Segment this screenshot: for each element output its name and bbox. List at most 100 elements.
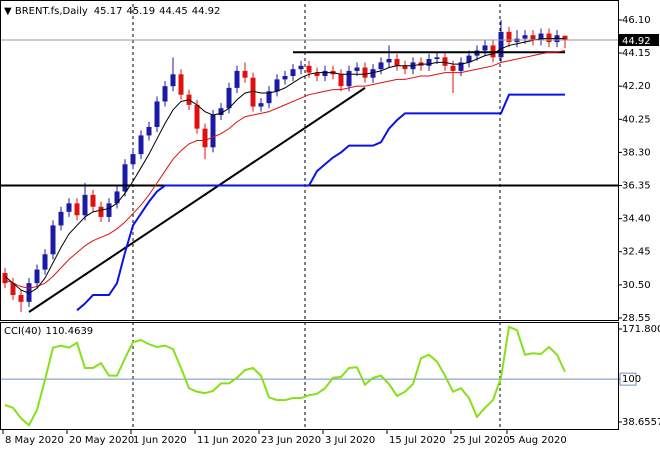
period-separators [132, 4, 501, 430]
main-frame [0, 0, 619, 321]
cci-line [4, 325, 566, 427]
candle-body [562, 35, 568, 40]
level-label-box [619, 372, 637, 386]
candle-body [346, 70, 352, 87]
x-tick-label: 25 Jul 2020 [453, 435, 510, 446]
chart-title: BRENT.fs,Daily [15, 6, 88, 17]
candle-body [146, 126, 152, 136]
candle-body [218, 108, 224, 116]
candle-body [130, 154, 136, 165]
candle-body [242, 70, 248, 78]
candle-body [74, 203, 80, 216]
x-tick-label: 5 Aug 2020 [509, 435, 567, 446]
current-price-label: 44.92 [622, 36, 651, 47]
indicator-line [4, 50, 566, 289]
candle-body [90, 194, 96, 207]
candle-body [114, 191, 120, 204]
candle-body [506, 31, 512, 43]
y-tick-label: 28.55 [622, 313, 651, 324]
candle-body [498, 31, 504, 58]
candle-body [226, 87, 232, 109]
candle-body [458, 62, 464, 71]
trend-line [28, 87, 366, 313]
candle-body [26, 283, 32, 302]
cci-header: CCI(40) 110.4639 [4, 326, 93, 337]
y-tick-label: 171.8007 [622, 324, 660, 335]
candle-body [386, 59, 392, 63]
y-tick-label: 46.10 [622, 15, 651, 26]
y-tick-label: 40.25 [622, 114, 651, 125]
y-tick-label: 30.50 [622, 280, 651, 291]
cci-title: CCI(40) [4, 326, 42, 337]
candle-body [434, 57, 440, 60]
candle-body [370, 69, 376, 78]
candle-body [282, 75, 288, 80]
candle-body [10, 283, 16, 296]
candle-body [546, 33, 552, 43]
candle-body [426, 59, 432, 66]
cci-frame [0, 322, 619, 430]
candle-body [58, 211, 64, 226]
x-tick-label: 8 May 2020 [5, 435, 64, 446]
candle-body [450, 65, 456, 71]
candle-body [538, 33, 544, 41]
candle-body [106, 203, 112, 217]
candle-body [50, 225, 56, 255]
y-tick-label: 38.30 [622, 147, 651, 158]
candle-body [250, 77, 256, 107]
candle-body [202, 128, 208, 148]
x-tick-label: 15 Jul 2020 [389, 435, 446, 446]
candle-body [314, 72, 320, 76]
candle-body [18, 295, 24, 302]
indicator-line [4, 38, 565, 294]
candle-body [306, 65, 312, 73]
y-tick-label: 34.40 [622, 214, 651, 225]
x-tick-label: 23 Jun 2020 [261, 435, 321, 446]
candle-body [98, 206, 104, 217]
candle-body [354, 67, 360, 71]
candle-body [466, 55, 472, 63]
candle-body [530, 35, 536, 41]
candle-body [194, 104, 200, 129]
current-price-box [619, 33, 659, 46]
candle-body [442, 57, 448, 66]
chart-header: ▼ BRENT.fs,Daily 45.17 45.19 44.45 44.92 [4, 6, 220, 17]
y-tick-label: 44.15 [622, 48, 651, 59]
candle-body [482, 45, 488, 51]
candle-body [138, 135, 144, 155]
y-tick-label: 42.20 [622, 81, 651, 92]
candle-body [42, 254, 48, 270]
header-open: 45.17 [94, 6, 123, 17]
candle-body [378, 62, 384, 70]
candle-body [162, 86, 168, 102]
y-tick-label: 100 [622, 374, 641, 385]
cci-value: 110.4639 [45, 326, 93, 337]
plot: 46.10 44.15 42.20 40.25 38.30 36.35 34.40 32.45… [1, 15, 660, 446]
candle-body [362, 67, 368, 78]
x-tick-label: 3 Jul 2020 [325, 435, 375, 446]
candle-body [170, 74, 176, 87]
header-high: 45.19 [126, 6, 155, 17]
candle-body [394, 59, 400, 66]
candle-body [402, 65, 408, 70]
candle-body [66, 203, 72, 212]
candle-body [266, 91, 272, 104]
header-close: 44.92 [192, 6, 221, 17]
candle-body [2, 272, 8, 284]
candle-body [322, 70, 328, 76]
candle-body [338, 74, 344, 87]
candle-body [82, 194, 88, 216]
candle-body [258, 103, 264, 107]
candle-body [178, 74, 184, 95]
x-tick-label: 11 Jun 2020 [197, 435, 257, 446]
candle-body [210, 115, 216, 148]
candle-body [234, 70, 240, 88]
candle-body [290, 69, 296, 76]
candle-body [154, 101, 160, 127]
candle-body [522, 35, 528, 39]
candle-body [122, 164, 128, 192]
candle-body [298, 65, 304, 70]
header-marker: ▼ [4, 6, 15, 17]
candle-body [274, 79, 280, 92]
